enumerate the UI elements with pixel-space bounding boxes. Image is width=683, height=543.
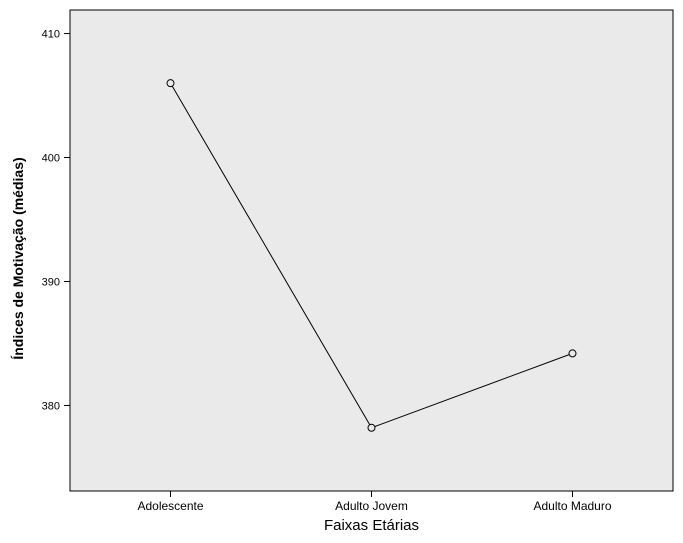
x-tick-label: Adulto Maduro xyxy=(533,499,611,513)
data-point xyxy=(568,349,577,358)
y-tick-label: 400 xyxy=(42,153,60,165)
x-tick-label: Adulto Jovem xyxy=(335,499,408,513)
y-tick-label: 380 xyxy=(42,400,60,412)
x-tick-label: Adolescente xyxy=(137,499,203,513)
y-tick-label: 410 xyxy=(42,29,60,41)
x-axis: Adolescente Adulto Jovem Adulto Maduro xyxy=(137,491,612,513)
data-point xyxy=(166,79,175,88)
y-axis-title: Índices de Motivação (médias) xyxy=(10,157,26,359)
data-point xyxy=(367,423,376,432)
series-layer xyxy=(166,79,577,432)
x-axis-title: Faixas Etárias xyxy=(324,517,419,534)
y-axis: 380 390 400 410 xyxy=(42,29,70,412)
y-tick-label: 390 xyxy=(42,276,60,288)
plot-area xyxy=(69,9,674,492)
